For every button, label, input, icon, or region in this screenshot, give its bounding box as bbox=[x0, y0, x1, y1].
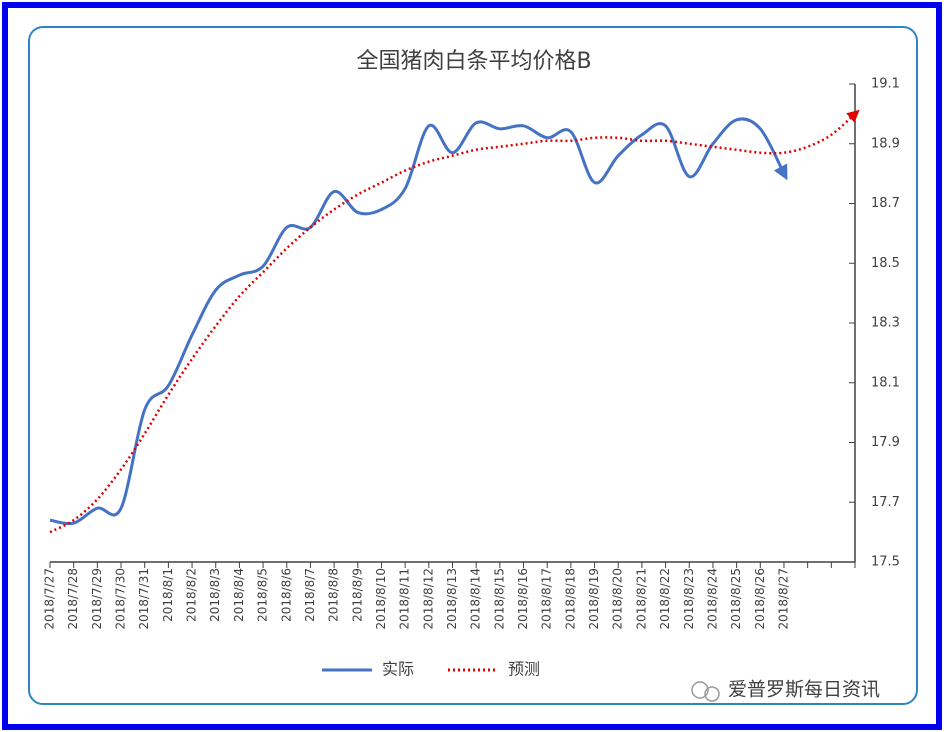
x-tick-label: 2018/8/17 bbox=[540, 568, 554, 630]
x-tick-label: 2018/8/2 bbox=[185, 568, 199, 622]
x-tick-label: 2018/8/16 bbox=[516, 568, 530, 630]
legend-label: 预测 bbox=[508, 660, 540, 679]
x-tick-label: 2018/8/4 bbox=[232, 568, 246, 622]
x-tick-label: 2018/8/27 bbox=[776, 568, 790, 630]
x-tick-label: 2018/8/18 bbox=[563, 568, 577, 630]
watermark-icon bbox=[691, 681, 709, 699]
x-tick-label: 2018/8/1 bbox=[161, 568, 175, 622]
x-tick-label: 2018/8/26 bbox=[753, 568, 767, 630]
y-tick-label: 18.9 bbox=[871, 136, 900, 151]
watermark-icon bbox=[704, 686, 720, 702]
x-tick-label: 2018/8/14 bbox=[469, 568, 483, 630]
x-tick-label: 2018/8/5 bbox=[256, 568, 270, 622]
x-tick-label: 2018/8/9 bbox=[350, 568, 364, 622]
x-tick-label: 2018/8/22 bbox=[658, 568, 672, 630]
x-tick-label: 2018/7/28 bbox=[66, 568, 80, 630]
x-tick-label: 2018/8/3 bbox=[208, 568, 222, 622]
x-tick-label: 2018/8/10 bbox=[374, 568, 388, 630]
x-tick-label: 2018/8/8 bbox=[327, 568, 341, 622]
x-tick-label: 2018/7/30 bbox=[114, 568, 128, 630]
y-tick-label: 18.7 bbox=[871, 196, 900, 211]
watermark: 爱普罗斯每日资讯 bbox=[691, 679, 880, 702]
y-tick-label: 19.1 bbox=[871, 77, 900, 92]
x-tick-label: 2018/8/7 bbox=[303, 568, 317, 622]
x-tick-label: 2018/7/31 bbox=[137, 568, 151, 630]
x-tick-label: 2018/7/27 bbox=[43, 568, 57, 630]
y-tick-label: 17.9 bbox=[871, 435, 900, 450]
y-tick-label: 17.5 bbox=[871, 555, 900, 570]
x-tick-label: 2018/7/29 bbox=[90, 568, 104, 630]
y-tick-label: 18.1 bbox=[871, 375, 900, 390]
y-tick-label: 17.7 bbox=[871, 495, 900, 510]
x-tick-label: 2018/8/25 bbox=[729, 568, 743, 630]
x-tick-label: 2018/8/6 bbox=[279, 568, 293, 622]
x-tick-label: 2018/8/12 bbox=[421, 568, 435, 630]
x-tick-label: 2018/8/20 bbox=[611, 568, 625, 630]
series-line bbox=[49, 117, 788, 526]
legend-label: 实际 bbox=[382, 660, 414, 679]
y-tick-label: 18.5 bbox=[871, 256, 900, 271]
y-tick-label: 18.3 bbox=[871, 316, 900, 331]
x-tick-label: 2018/8/19 bbox=[587, 568, 601, 630]
x-tick-label: 2018/8/21 bbox=[634, 568, 648, 630]
x-tick-label: 2018/8/24 bbox=[705, 568, 719, 630]
x-tick-label: 2018/8/11 bbox=[398, 568, 412, 630]
x-tick-label: 2018/8/13 bbox=[445, 568, 459, 630]
watermark-text: 爱普罗斯每日资讯 bbox=[728, 679, 880, 701]
series-line bbox=[49, 109, 860, 534]
x-tick-label: 2018/8/23 bbox=[682, 568, 696, 630]
chart-title: 全国猪肉白条平均价格B bbox=[356, 49, 591, 74]
x-tick-label: 2018/8/15 bbox=[492, 568, 506, 630]
chart-frame bbox=[28, 26, 918, 705]
